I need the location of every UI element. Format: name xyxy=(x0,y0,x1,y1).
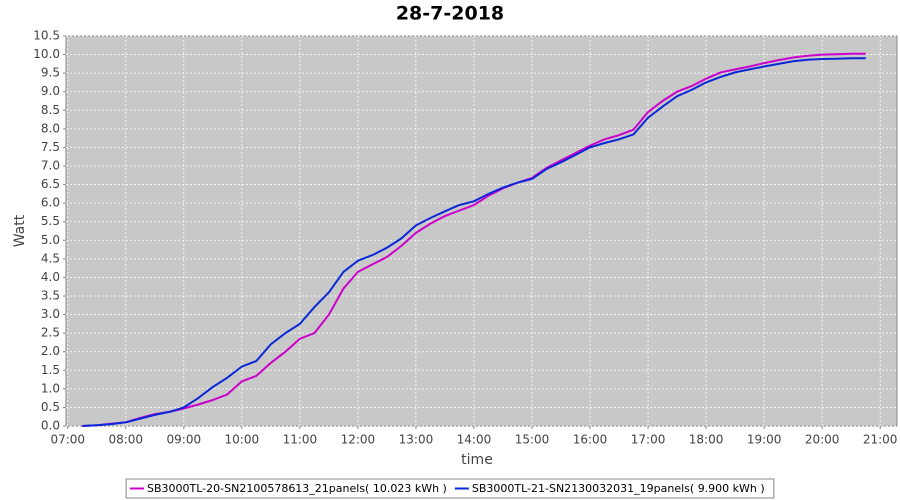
y-axis-label: Watt xyxy=(12,214,28,247)
y-tick-label: 6.0 xyxy=(41,196,60,210)
y-tick-label: 2.5 xyxy=(41,326,60,340)
y-tick-label: 8.0 xyxy=(41,121,60,135)
x-tick-label: 16:00 xyxy=(573,433,608,447)
data-line xyxy=(82,57,866,427)
y-tick-label: 0.5 xyxy=(41,400,60,414)
x-tick-label: 13:00 xyxy=(399,433,434,447)
y-tick-label: 7.0 xyxy=(41,159,60,173)
x-tick-label: 15:00 xyxy=(515,433,550,447)
x-tick-label: 19:00 xyxy=(747,433,782,447)
legend-label: SB3000TL-20-SN2100578613_21panels( 10.02… xyxy=(147,482,447,495)
y-tick-label: 1.5 xyxy=(41,363,60,377)
x-tick-label: 14:00 xyxy=(457,433,492,447)
y-tick-label: 1.0 xyxy=(41,381,60,395)
x-tick-label: 21:00 xyxy=(863,433,898,447)
x-tick-label: 20:00 xyxy=(805,433,840,447)
legend xyxy=(125,478,775,499)
y-tick-label: 4.0 xyxy=(41,270,60,284)
y-tick-label: 0.0 xyxy=(41,419,60,433)
data-line xyxy=(82,52,866,427)
chart-title: 28-7-2018 xyxy=(396,3,504,25)
y-tick-label: 7.5 xyxy=(41,140,60,154)
x-axis-label: time xyxy=(461,452,493,468)
plot-area xyxy=(65,35,898,427)
y-tick-label: 10.5 xyxy=(33,29,60,43)
x-tick-label: 09:00 xyxy=(167,433,202,447)
y-tick-label: 2.0 xyxy=(41,344,60,358)
y-tick-label: 6.5 xyxy=(41,177,60,191)
x-tick-label: 18:00 xyxy=(689,433,724,447)
x-tick-label: 10:00 xyxy=(225,433,260,447)
y-tick-label: 8.5 xyxy=(41,103,60,117)
y-tick-label: 5.5 xyxy=(41,214,60,228)
x-tick-label: 11:00 xyxy=(283,433,318,447)
y-tick-label: 3.5 xyxy=(41,289,60,303)
y-tick-label: 3.0 xyxy=(41,307,60,321)
x-tick-label: 17:00 xyxy=(631,433,666,447)
x-tick-label: 08:00 xyxy=(108,433,143,447)
y-tick-label: 10.0 xyxy=(33,47,60,61)
x-tick-label: 07:00 xyxy=(50,433,85,447)
y-tick-label: 9.0 xyxy=(41,84,60,98)
x-tick-label: 12:00 xyxy=(341,433,376,447)
y-tick-label: 4.5 xyxy=(41,251,60,265)
y-tick-label: 9.5 xyxy=(41,66,60,80)
y-tick-label: 5.0 xyxy=(41,233,60,247)
legend-label: SB3000TL-21-SN2130032031_19panels( 9.900… xyxy=(472,482,765,495)
